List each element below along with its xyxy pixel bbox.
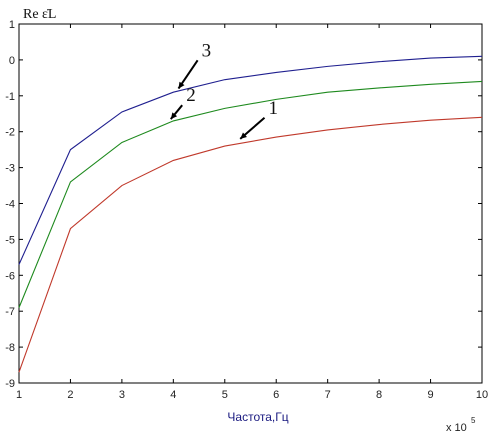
- x-tick-label: 9: [427, 389, 433, 401]
- y-tick-label: -7: [5, 306, 15, 318]
- x-multiplier-exponent: 5: [471, 416, 476, 425]
- y-tick-label: -2: [5, 127, 15, 139]
- series-line-1: [18, 116, 483, 373]
- x-tick-label: 1: [16, 389, 22, 401]
- x-multiplier-label: x 10: [446, 422, 467, 434]
- arrow-head: [240, 132, 247, 139]
- x-tick-label: 6: [273, 389, 279, 401]
- y-tick-label: -5: [5, 234, 15, 246]
- y-tick-label: -3: [5, 163, 15, 175]
- y-tick-label: -9: [5, 378, 15, 390]
- x-tick-label: 7: [325, 389, 331, 401]
- arrow-head: [178, 81, 185, 89]
- curve-label-2: 2: [186, 85, 196, 106]
- x-tick-label: 3: [119, 389, 125, 401]
- series-line-2: [18, 80, 483, 308]
- y-tick-label: -8: [5, 342, 15, 354]
- x-tick-label: 5: [222, 389, 228, 401]
- x-tick-label: 10: [476, 389, 488, 401]
- y-tick-label: 0: [9, 55, 15, 67]
- curve-label-1: 1: [269, 98, 279, 119]
- x-tick-label: 4: [170, 389, 176, 401]
- series-line-3: [18, 55, 483, 265]
- x-tick-label: 2: [67, 389, 73, 401]
- curve-label-3: 3: [202, 40, 212, 61]
- y-tick-label: -6: [5, 270, 15, 282]
- y-tick-label: -4: [5, 199, 15, 211]
- y-tick-label: -1: [5, 91, 15, 103]
- x-axis-label: Частота,Гц: [227, 410, 288, 424]
- y-tick-label: 1: [9, 19, 15, 31]
- plot-frame: [18, 23, 483, 384]
- arrow-head: [170, 112, 178, 120]
- x-tick-label: 8: [376, 389, 382, 401]
- y-axis-label: Re ε̇L: [23, 7, 56, 22]
